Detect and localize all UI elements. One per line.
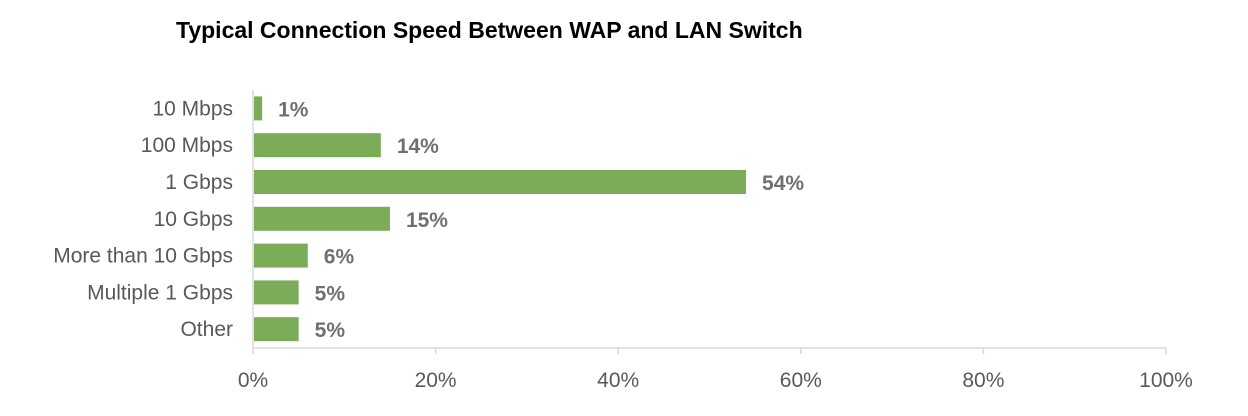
data-label: 15% <box>406 209 448 232</box>
bar <box>254 243 308 268</box>
bar <box>254 206 390 231</box>
x-tick-label: 80% <box>962 369 1004 392</box>
x-axis: 0% 20% 40% 60% 80% 100% <box>238 90 1193 392</box>
bar <box>254 96 263 121</box>
category-label: More than 10 Gbps <box>53 245 233 268</box>
category-label: 1 Gbps <box>165 171 233 194</box>
category-label: Other <box>180 318 233 341</box>
category-label: 10 Gbps <box>154 208 233 231</box>
data-label: 5% <box>315 319 346 342</box>
data-label: 6% <box>324 246 355 269</box>
data-label: 54% <box>762 172 804 195</box>
bars-layer <box>254 96 747 342</box>
bar <box>254 170 747 194</box>
chart-title: Typical Connection Speed Between WAP and… <box>176 17 803 43</box>
x-tick-label: 100% <box>1139 369 1193 392</box>
x-tick-label: 0% <box>238 369 268 392</box>
category-label: 10 Mbps <box>152 97 233 120</box>
category-label: Multiple 1 Gbps <box>87 281 233 304</box>
bar <box>254 133 381 158</box>
data-label: 1% <box>278 98 309 121</box>
data-labels: 1% 14% 54% 15% 6% 5% 5% <box>278 98 804 342</box>
category-labels: 10 Mbps 100 Mbps 1 Gbps 10 Gbps More than 10… <box>53 97 233 341</box>
x-tick-label: 40% <box>597 369 639 392</box>
data-label: 14% <box>397 135 439 158</box>
data-label: 5% <box>315 282 346 305</box>
bar <box>254 280 299 305</box>
category-label: 100 Mbps <box>141 134 233 157</box>
bar <box>254 317 299 342</box>
x-tick-label: 60% <box>780 369 822 392</box>
x-tick-label: 20% <box>415 369 457 392</box>
